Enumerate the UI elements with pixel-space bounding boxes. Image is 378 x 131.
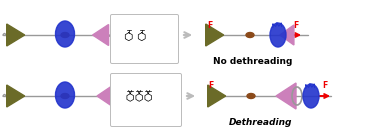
Polygon shape xyxy=(280,25,294,45)
Ellipse shape xyxy=(270,23,286,47)
Ellipse shape xyxy=(247,94,255,99)
Text: F: F xyxy=(293,20,299,29)
Ellipse shape xyxy=(56,21,74,47)
Ellipse shape xyxy=(303,84,319,108)
Polygon shape xyxy=(93,24,108,45)
Text: Dethreading: Dethreading xyxy=(229,118,293,127)
Ellipse shape xyxy=(56,82,74,108)
Text: F: F xyxy=(322,81,328,91)
Text: F: F xyxy=(208,20,212,29)
FancyBboxPatch shape xyxy=(110,15,178,64)
Ellipse shape xyxy=(61,32,69,37)
Ellipse shape xyxy=(246,32,254,37)
FancyBboxPatch shape xyxy=(110,73,181,127)
Polygon shape xyxy=(208,85,226,107)
Ellipse shape xyxy=(61,94,69,99)
Polygon shape xyxy=(7,24,25,46)
Text: No dethreading: No dethreading xyxy=(213,57,293,66)
Text: F: F xyxy=(208,81,214,91)
Polygon shape xyxy=(97,83,117,110)
Polygon shape xyxy=(206,24,224,46)
Polygon shape xyxy=(7,85,25,107)
Polygon shape xyxy=(276,83,296,109)
